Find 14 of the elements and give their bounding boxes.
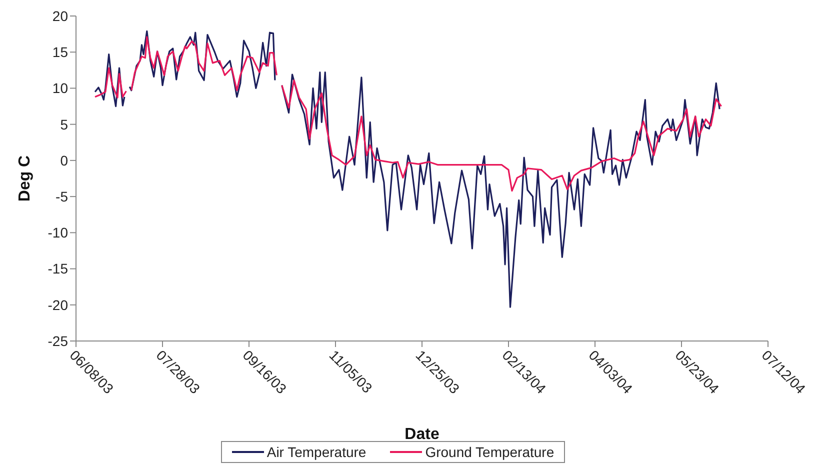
y-tick-label: 10 <box>52 80 68 96</box>
y-tick-label: 5 <box>60 116 68 132</box>
y-tick-label: 0 <box>60 152 68 168</box>
x-axis-title: Date <box>404 426 440 443</box>
y-tick-label: -5 <box>56 188 68 205</box>
y-tick-label: -25 <box>48 332 68 349</box>
legend-label: Air Temperature <box>266 444 366 460</box>
y-tick-label: 20 <box>52 8 68 24</box>
legend-label: Ground Temperature <box>424 444 554 460</box>
y-tick-label: -15 <box>48 260 68 277</box>
y-tick-label: -10 <box>48 224 68 241</box>
y-tick-label: 15 <box>52 44 68 60</box>
y-tick-label: -20 <box>48 296 68 313</box>
y-axis-title: Deg C <box>16 154 34 202</box>
